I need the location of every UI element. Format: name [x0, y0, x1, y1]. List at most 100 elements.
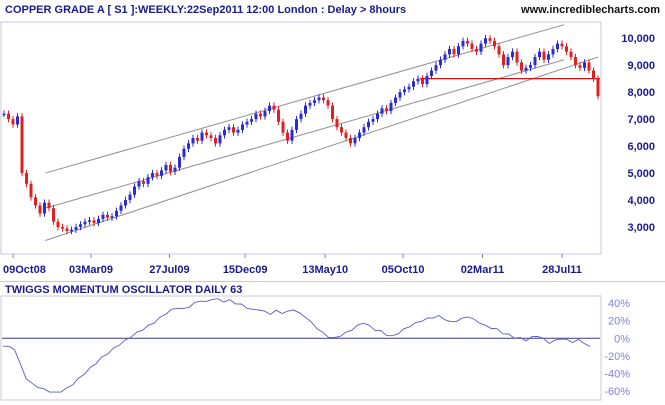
price-bar	[79, 224, 82, 228]
price-bar	[385, 108, 388, 112]
price-bar	[191, 138, 195, 144]
price-bar	[322, 97, 325, 101]
price-bar	[367, 121, 370, 128]
price-bar	[421, 78, 424, 85]
price-bar	[448, 48, 451, 55]
price-bar	[335, 119, 339, 128]
price-bar	[353, 138, 357, 144]
price-bar	[511, 51, 514, 58]
price-bar	[497, 46, 501, 55]
price-bar	[250, 119, 253, 122]
date-tick-label: 27Jul09	[149, 264, 189, 276]
price-bar	[317, 97, 321, 101]
oscillator-tick-label: 20%	[608, 316, 630, 328]
oscillator-y-axis: -60% -40% -20% 0% 20% 40%	[604, 298, 630, 398]
price-bar	[173, 167, 177, 172]
price-bar	[254, 113, 258, 120]
price-tick-label: 4,000	[627, 195, 655, 207]
price-bar	[187, 143, 190, 149]
price-bar	[340, 127, 343, 133]
price-bar	[295, 119, 298, 130]
price-bar	[596, 78, 600, 97]
price-bar	[524, 67, 528, 71]
price-bar	[128, 194, 132, 201]
oscillator-line	[2, 298, 591, 393]
price-bar	[452, 48, 456, 55]
price-bar	[461, 40, 465, 47]
price-bar	[110, 216, 114, 218]
price-bar	[376, 113, 379, 120]
price-bar	[299, 113, 303, 120]
price-bar	[488, 38, 492, 41]
price-bars	[2, 34, 600, 235]
chart-title: COPPER GRADE A [ S1 ]:WEEKLY:22Sep2011 1…	[5, 4, 406, 16]
site-watermark: www.incrediblecharts.com	[520, 4, 660, 16]
date-tick-label: 03Mar09	[69, 264, 113, 276]
date-x-axis: 09Oct08 03Mar09 27Jul09 15Dec09 13May10 05Oct…	[3, 254, 582, 276]
price-bar	[115, 210, 118, 217]
price-bar	[52, 208, 55, 222]
price-bar	[11, 119, 15, 125]
price-bar	[205, 132, 208, 136]
oscillator-tick-label: -60%	[604, 386, 630, 398]
price-bar	[304, 105, 307, 114]
channel-line-1	[45, 59, 565, 209]
price-bar	[263, 111, 267, 117]
price-bar	[443, 54, 447, 60]
oscillator-title: TWIGGS MOMENTUM OSCILLATOR DAILY 63	[5, 284, 242, 296]
oscillator-tick-label: -20%	[604, 351, 630, 363]
price-bar	[151, 173, 154, 178]
price-panel-frame	[0, 21, 602, 255]
price-bar	[349, 138, 352, 144]
price-bar	[119, 205, 123, 211]
price-bar	[533, 57, 537, 66]
price-tick-label: 7,000	[627, 114, 655, 126]
price-bar	[92, 220, 96, 223]
price-bar	[106, 214, 109, 218]
oscillator-panel-frame	[0, 295, 602, 401]
price-bar	[209, 135, 213, 138]
price-bar	[389, 102, 393, 112]
price-bar	[101, 214, 105, 219]
price-bar	[65, 228, 69, 232]
date-tick-label: 15Dec09	[223, 264, 268, 276]
price-bar	[25, 173, 28, 184]
price-bar	[137, 181, 141, 187]
price-bar	[241, 124, 244, 130]
price-bar	[34, 197, 37, 206]
price-bar	[16, 116, 19, 125]
price-bar	[326, 100, 330, 106]
price-bar	[218, 135, 222, 144]
price-bar	[245, 121, 249, 125]
price-bar	[466, 40, 469, 44]
price-bar	[182, 148, 186, 157]
price-bar	[412, 81, 415, 87]
price-bar	[574, 57, 577, 66]
price-bar	[56, 221, 60, 228]
price-bar	[506, 57, 510, 66]
date-tick-label: 28Jul11	[542, 264, 582, 276]
price-bar	[470, 43, 474, 49]
price-bar	[542, 51, 546, 60]
price-tick-label: 10,000	[621, 33, 655, 45]
price-bar	[290, 129, 294, 141]
price-bar	[529, 65, 532, 68]
price-bar	[259, 113, 262, 117]
price-bar	[457, 46, 460, 55]
price-bar	[547, 54, 550, 60]
price-bar	[277, 109, 280, 122]
price-bar	[394, 97, 397, 103]
price-bar	[155, 173, 159, 176]
price-tick-label: 9,000	[627, 60, 655, 72]
price-bar	[592, 70, 595, 79]
price-bar	[124, 200, 127, 206]
price-bar	[569, 51, 573, 58]
price-bar	[565, 46, 568, 52]
price-bar	[160, 170, 163, 176]
price-bar	[331, 105, 334, 120]
price-bar	[520, 62, 523, 71]
price-bar	[358, 132, 361, 138]
price-bar	[268, 105, 271, 112]
price-bar	[425, 75, 429, 85]
